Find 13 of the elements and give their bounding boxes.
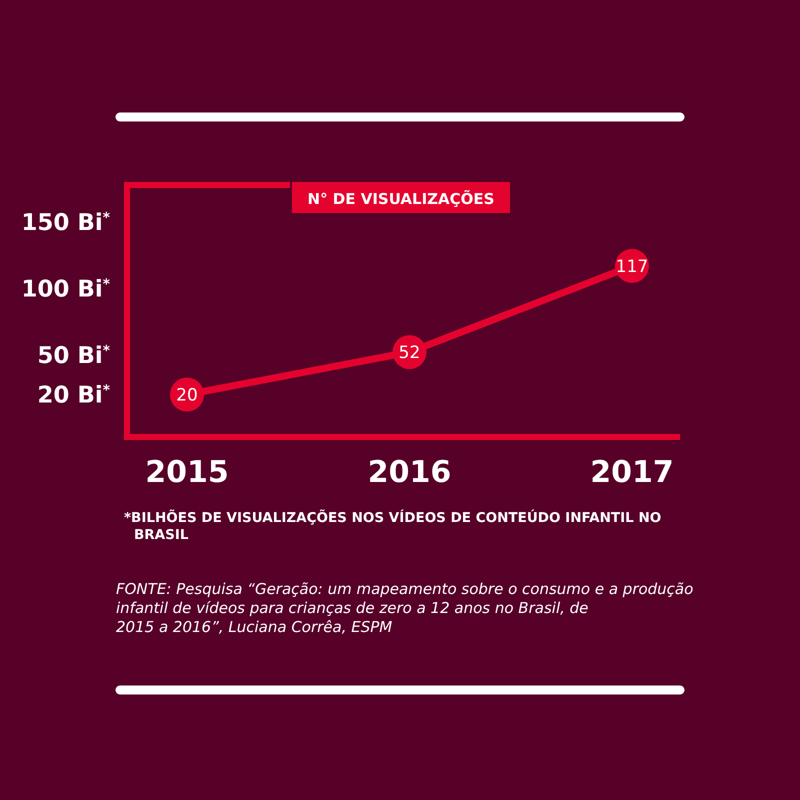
y-tick-label: 50 Bi$^{*}$: [37, 342, 110, 369]
chart-title: N° DE VISUALIZAÇÕES: [308, 190, 494, 208]
x-tick-label: 2017: [590, 455, 674, 490]
data-label: 52: [398, 343, 420, 364]
y-tick-label: 20 Bi$^{*}$: [37, 382, 110, 409]
y-tick-label: 150 Bi$^{*}$: [21, 210, 110, 236]
x-tick-label: 2015: [145, 455, 229, 490]
text: *BILHÕES DE VISUALIZAÇÕES NOS VÍDEOS DE CONTEÚDO INFANTIL NO BRASIL: [124, 509, 662, 543]
source-note: FONTE: Pesquisa “Geração: um mapeamento sobre o consumo e a produção infantil de vídeos para crianças de zero a 12 anos no Brasil, de 2015 a 2016”, Luciana Corrêa, ESPM: [116, 580, 694, 636]
y-tick-label: 100 Bi$^{*}$: [21, 276, 110, 303]
data-label: 117: [616, 257, 648, 278]
x-tick-label: 2016: [368, 455, 452, 490]
data-label: 20: [176, 386, 198, 406]
